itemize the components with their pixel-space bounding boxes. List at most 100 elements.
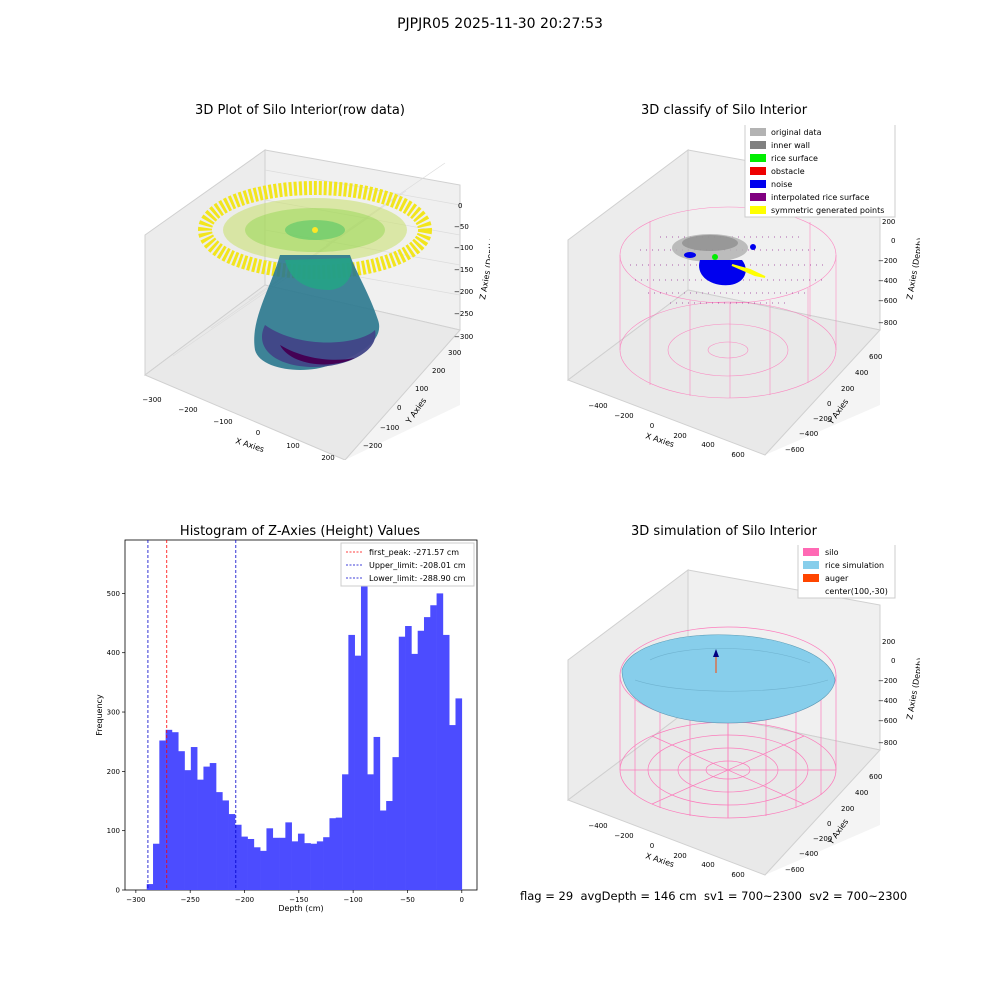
tick-label: −200 (614, 832, 633, 840)
tick-label: −200 (454, 288, 473, 296)
x-tick-label: −200 (235, 896, 254, 904)
x-tick-label: −250 (181, 896, 200, 904)
histogram-bar (316, 841, 324, 890)
tick-label: 0 (891, 657, 895, 665)
histogram-title: Histogram of Z-Axies (Height) Values (179, 524, 421, 539)
histogram-bar (234, 824, 242, 890)
tick-label: −100 (380, 424, 399, 432)
classify-3d-plot[interactable]: original data inner wall rice surface ob… (560, 125, 920, 460)
legend-label: inner wall (771, 141, 810, 150)
tick-label: −600 (785, 866, 804, 874)
tick-label: −400 (878, 697, 897, 705)
tick-label: 0 (827, 820, 831, 828)
legend-swatch (750, 141, 766, 149)
histogram-chart[interactable]: −300 −250 −200 −150 −100 −50 0 0 100 200 300 400 50… (80, 535, 490, 920)
tick-label: 200 (432, 367, 445, 375)
simulation-3d-plot[interactable]: silo rice simulation auger center(100,-3… (560, 545, 920, 880)
histogram-bar (335, 817, 343, 890)
tick-label: 200 (673, 852, 686, 860)
tick-label: −400 (588, 402, 607, 410)
tick-label: −150 (454, 266, 473, 274)
legend-label: Upper_limit: -208.01 cm (369, 561, 466, 570)
raw-z-label: Z Axies (Depth) (478, 237, 490, 300)
classify-silo-wireframe (619, 206, 837, 399)
tick-label: 0 (650, 422, 654, 430)
histogram-bar (449, 725, 456, 890)
histogram-bar (165, 729, 173, 890)
histogram-bar (184, 770, 192, 890)
legend-label: silo (825, 548, 839, 557)
histogram-bar (405, 626, 412, 890)
classify-x-ticks: −400 −200 0 200 400 600 (588, 402, 744, 459)
y-tick-label: 500 (107, 590, 120, 598)
histogram-bar (297, 833, 305, 890)
histogram-bar (360, 586, 368, 890)
histogram-bar (348, 634, 355, 890)
tick-label: −600 (785, 446, 804, 454)
tick-label: 600 (731, 871, 744, 879)
histogram-bar (209, 763, 217, 890)
tick-label: 300 (448, 349, 461, 357)
simulation-silo-wireframe (619, 626, 837, 819)
histogram-bar (253, 847, 261, 890)
histogram-bar (392, 757, 400, 890)
histogram-y-label: Frequency (95, 694, 104, 736)
classify-plot-title: 3D classify of Silo Interior (640, 103, 808, 118)
simulation-x-label: X Axies (644, 851, 675, 869)
histogram-bar (323, 837, 330, 890)
histogram-bar (442, 634, 450, 890)
tick-label: −800 (878, 319, 897, 327)
simulation-auger (713, 649, 719, 673)
tick-label: 0 (891, 237, 895, 245)
legend-swatch (803, 561, 819, 569)
simulation-y-ticks: −600 −400 −200 0 200 400 600 (785, 773, 882, 874)
legend-label: symmetric generated points (771, 206, 884, 215)
raw-plot-title: 3D Plot of Silo Interior(row data) (195, 103, 405, 118)
tick-label: −400 (878, 277, 897, 285)
histogram-bar (285, 822, 292, 890)
tick-label: −800 (878, 739, 897, 747)
classify-axes-frame (566, 149, 881, 456)
tick-label: 200 (841, 385, 854, 393)
x-tick-label: −50 (400, 896, 415, 904)
simulation-x-ticks: −400 −200 0 200 400 600 (588, 822, 744, 879)
legend-label: interpolated rice surface (771, 193, 869, 202)
tick-label: 600 (869, 353, 882, 361)
classify-legend: original data inner wall rice surface ob… (744, 125, 896, 218)
histogram-bar (272, 837, 280, 890)
legend-label: rice surface (771, 154, 818, 163)
legend-swatch (750, 167, 766, 175)
y-tick-label: 300 (107, 709, 120, 717)
histogram-bar (430, 605, 437, 890)
status-line: flag = 29 avgDepth = 146 cm sv1 = 700~23… (520, 889, 908, 903)
simulation-z-ticks: 200 0 −200 −400 −600 −800 (878, 638, 897, 747)
tick-label: −200 (614, 412, 633, 420)
simulation-legend: silo rice simulation auger center(100,-3… (797, 545, 896, 599)
histogram-bar (354, 655, 362, 890)
histogram-bar (222, 800, 229, 890)
legend-swatch (750, 154, 766, 162)
legend-label: obstacle (771, 167, 805, 176)
tick-label: −100 (454, 244, 473, 252)
histogram-bar (153, 843, 160, 890)
histogram-bar (411, 653, 418, 890)
tick-label: −200 (363, 442, 382, 450)
tick-label: 200 (882, 218, 895, 226)
raw-3d-plot[interactable]: −300 −200 −100 0 100 200 X Axies −200 −1… (130, 130, 490, 460)
y-tick-label: 100 (107, 827, 120, 835)
tick-label: 0 (458, 202, 462, 210)
legend-label: auger (825, 574, 849, 583)
histogram-bar (279, 837, 286, 890)
tick-label: 400 (855, 789, 868, 797)
raw-x-label: X Axies (234, 436, 265, 454)
tick-label: −200 (878, 257, 897, 265)
x-tick-label: −300 (126, 896, 145, 904)
histogram-bar (178, 751, 185, 890)
legend-swatch (750, 128, 766, 136)
tick-label: −600 (878, 297, 897, 305)
legend-swatch (750, 206, 766, 214)
histogram-bar (373, 736, 381, 890)
x-tick-label: 0 (460, 896, 464, 904)
histogram-bar (398, 636, 406, 890)
tick-label: 600 (869, 773, 882, 781)
